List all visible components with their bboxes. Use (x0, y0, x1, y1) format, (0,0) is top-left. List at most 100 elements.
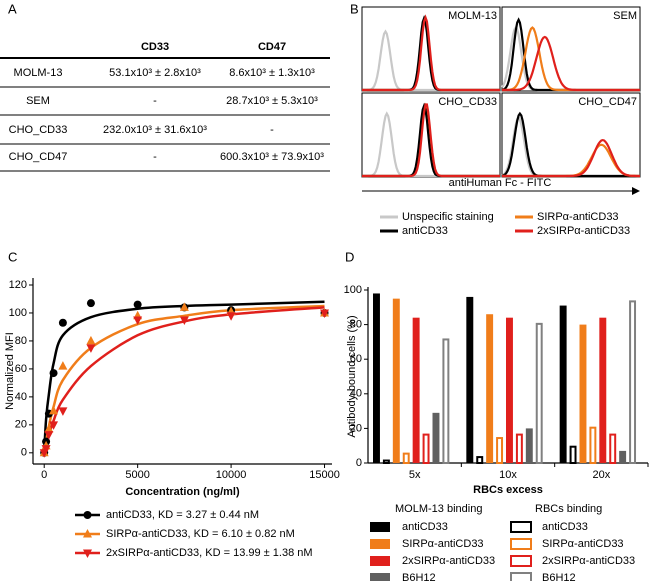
axis-label: antiHuman Fc - FITC (449, 177, 552, 189)
histogram-curve (502, 138, 640, 178)
bar (579, 324, 587, 463)
histogram-curve (362, 103, 500, 178)
x-tick-label: 5000 (125, 469, 149, 481)
x-tick-label: 0 (41, 469, 47, 481)
legend-label: 2xSIRPα-antiCD33 (542, 555, 635, 567)
data-point (49, 369, 58, 378)
legend-label: B6H12 (402, 572, 436, 581)
x-tick-label: 20x (592, 469, 610, 481)
bar (496, 437, 504, 464)
row-label: SEM (26, 95, 50, 107)
y-tick-label: 0 (21, 447, 27, 459)
bar (442, 338, 450, 464)
legend-swatch (370, 539, 390, 549)
histogram-label: MOLM-13 (448, 10, 497, 22)
histogram-label: CHO_CD47 (578, 96, 637, 108)
y-tick-label: 80 (15, 335, 27, 347)
histogram-curve (362, 14, 500, 92)
panel-label: C (8, 249, 17, 264)
x-tick-label: 10000 (216, 469, 247, 481)
fit-curve (42, 304, 325, 453)
bar (535, 322, 543, 464)
histogram-label: SEM (613, 10, 637, 22)
bar (466, 296, 474, 463)
table-cell: 8.6x10³ ± 1.3x10³ (229, 67, 315, 79)
y-tick-label: 120 (9, 279, 27, 291)
y-tick-label: 60 (350, 353, 362, 365)
legend-label: antiCD33 (542, 521, 588, 533)
legend-swatch (370, 522, 390, 532)
column-header: CD33 (141, 41, 169, 53)
data-point (133, 316, 143, 325)
arrow-head (632, 187, 640, 195)
legend-label: 2xSIRPα-antiCD33 (537, 225, 630, 237)
bar (619, 450, 627, 463)
legend-swatch (510, 538, 532, 550)
bar (422, 433, 430, 464)
data-point (44, 424, 54, 433)
table-cell: 600.3x10³ ± 73.9x10³ (220, 151, 324, 163)
data-point (86, 299, 95, 308)
legend-label: antiCD33 (402, 521, 448, 533)
bar (486, 314, 494, 463)
row-label: MOLM-13 (14, 67, 63, 79)
y-tick-label: 40 (15, 391, 27, 403)
data-point (58, 318, 67, 327)
legend-marker (83, 511, 92, 519)
legend-label: SIRPα-antiCD33 (542, 538, 624, 550)
table-cell: - (153, 151, 157, 163)
bar (589, 426, 597, 465)
bar (506, 317, 513, 463)
histogram-label: CHO_CD33 (438, 96, 497, 108)
y-axis-label: Antibody-bound cells (%) (346, 315, 358, 437)
x-axis-label: Concentration (ng/ml) (125, 486, 240, 498)
histogram-curve (501, 111, 640, 178)
x-tick-label: 15000 (309, 469, 340, 481)
column-header: CD47 (258, 41, 286, 53)
bar (432, 412, 440, 463)
bar (476, 456, 484, 464)
data-point (49, 405, 59, 415)
legend-swatch (370, 573, 390, 581)
data-point (49, 421, 59, 430)
table-cell: - (153, 95, 157, 107)
bar (402, 452, 410, 464)
data-point (58, 407, 68, 416)
bar (392, 298, 400, 463)
data-point (179, 302, 189, 311)
legend-label: 2xSIRPα-antiCD33 (402, 555, 495, 567)
histogram-curve (502, 143, 640, 178)
data-point (58, 361, 68, 370)
y-tick-label: 80 (350, 319, 362, 331)
data-point (320, 309, 330, 318)
legend-label: antiCD33 (402, 225, 448, 237)
data-point (133, 300, 142, 309)
legend-label: Unspecific staining (402, 211, 494, 223)
y-tick-label: 100 (9, 307, 27, 319)
histogram-curve (502, 35, 640, 92)
x-axis-label: RBCs excess (473, 484, 543, 496)
legend-swatch (510, 555, 532, 567)
bar (515, 433, 523, 464)
data-point (86, 335, 96, 345)
bar (629, 300, 637, 464)
bar (559, 305, 567, 463)
y-tick-label: 20 (15, 419, 27, 431)
y-tick-label: 100 (344, 284, 362, 296)
x-tick-label: 5x (409, 469, 421, 481)
panel-label: A (8, 1, 17, 16)
bar (412, 317, 420, 463)
legend-swatch (370, 556, 390, 566)
y-tick-label: 0 (356, 457, 362, 469)
data-point (226, 312, 236, 321)
panel-label: B (350, 1, 359, 16)
row-label: CHO_CD47 (9, 151, 68, 163)
legend-label: B6H12 (542, 572, 576, 581)
y-tick-label: 60 (15, 363, 27, 375)
table-cell: 53.1x10³ ± 2.8x10³ (109, 67, 201, 79)
bar (609, 433, 617, 464)
legend-title: MOLM-13 binding (395, 503, 482, 515)
table-cell: 232.0x10³ ± 31.6x10³ (103, 124, 207, 136)
legend-title: RBCs binding (535, 503, 602, 515)
row-label: CHO_CD33 (9, 124, 68, 136)
